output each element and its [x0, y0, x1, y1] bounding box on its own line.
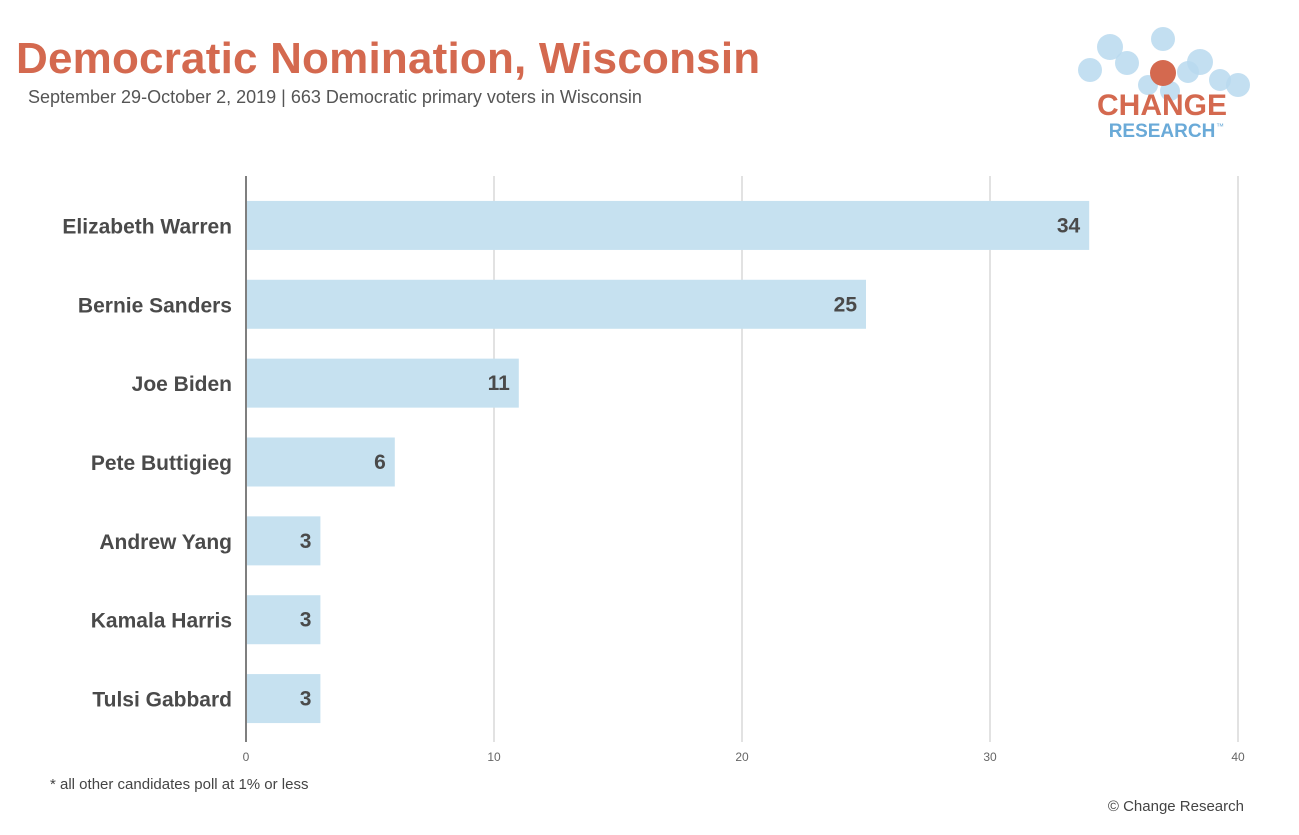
- category-label: Elizabeth Warren: [62, 215, 232, 238]
- data-label: 3: [300, 688, 312, 711]
- data-labels: 34 25 11 6 3 3 3: [300, 214, 1081, 710]
- x-tick-label: 10: [487, 750, 501, 764]
- bar: [247, 674, 321, 724]
- bar: [247, 358, 519, 408]
- category-label: Joe Biden: [132, 373, 232, 396]
- x-tick-label: 20: [735, 750, 749, 764]
- bar: [247, 200, 1090, 250]
- logo-bubble: [1177, 61, 1199, 83]
- logo-bubble: [1097, 34, 1123, 60]
- bar: [247, 437, 395, 487]
- logo-bubble: [1160, 81, 1180, 101]
- data-label: 6: [374, 451, 386, 474]
- data-label: 11: [488, 372, 511, 395]
- bar: [247, 279, 866, 329]
- copyright-notice: © Change Research: [1107, 798, 1244, 815]
- logo-accent-dot: [1150, 60, 1176, 86]
- data-label: 3: [300, 530, 312, 553]
- data-label: 3: [300, 609, 312, 632]
- logo-trademark-text: ™: [1216, 122, 1224, 131]
- category-label: Tulsi Gabbard: [92, 689, 232, 712]
- category-label: Bernie Sanders: [78, 294, 232, 317]
- footnote: * all other candidates poll at 1% or les…: [50, 776, 309, 793]
- chart-title: Democratic Nomination, Wisconsin: [16, 34, 761, 83]
- x-tick-label: 40: [1231, 750, 1245, 764]
- logo-bubble: [1209, 69, 1231, 91]
- data-label: 25: [834, 293, 858, 316]
- logo-bubble: [1226, 73, 1250, 97]
- grid-lines: [493, 176, 1239, 742]
- data-label: 34: [1057, 214, 1081, 237]
- x-tick-label: 0: [243, 750, 250, 764]
- logo-bubbles-icon: [1078, 27, 1250, 101]
- logo-bubble: [1151, 27, 1175, 51]
- category-label: Pete Buttigieg: [91, 452, 232, 475]
- change-research-logo: CHANGE RESEARCH ™: [1078, 27, 1250, 142]
- logo-bubble: [1078, 58, 1102, 82]
- chart-subtitle: September 29-October 2, 2019 | 663 Democ…: [28, 87, 642, 107]
- category-labels: Elizabeth Warren Bernie Sanders Joe Biden P…: [62, 215, 232, 711]
- x-axis-ticks: 0 10 20 30 40: [243, 750, 1245, 764]
- logo-change-text: CHANGE: [1097, 89, 1227, 122]
- bar: [247, 516, 321, 566]
- category-label: Andrew Yang: [99, 531, 232, 554]
- bars: [247, 200, 1090, 724]
- logo-research-text: RESEARCH: [1109, 121, 1216, 142]
- x-tick-label: 30: [983, 750, 997, 764]
- bar: [247, 595, 321, 645]
- logo-bubble: [1115, 51, 1139, 75]
- category-label: Kamala Harris: [91, 610, 232, 633]
